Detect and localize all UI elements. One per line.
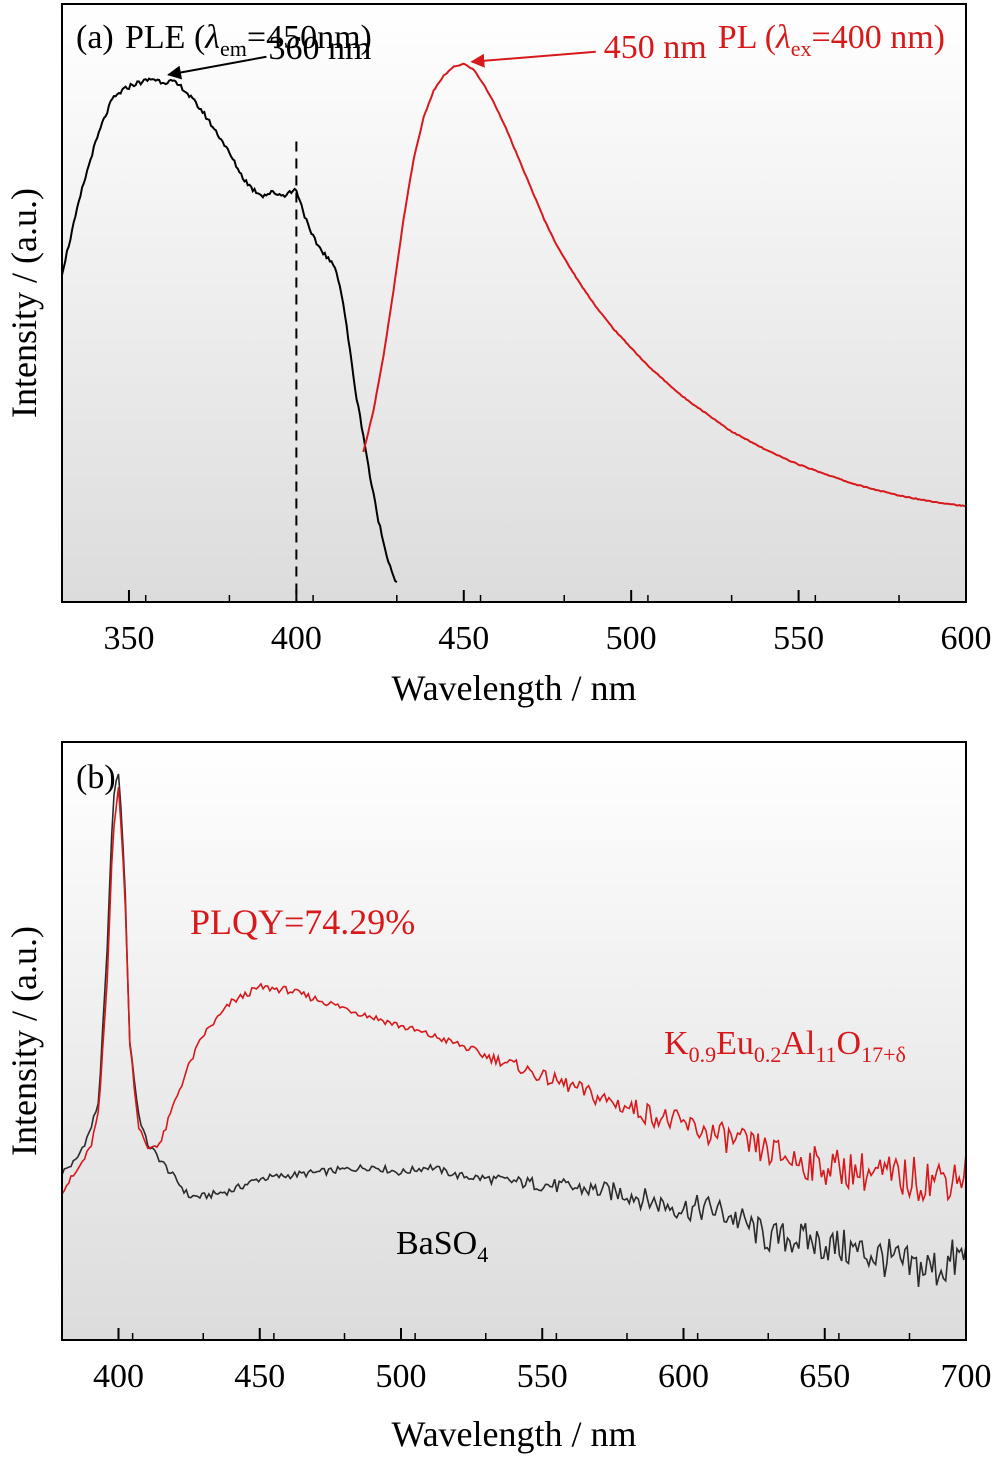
baso4-series-line [62, 773, 966, 1287]
x-tick-label: 550 [517, 1358, 568, 1395]
x-tick-label: 600 [941, 620, 992, 657]
panel-a-x-axis-label: Wavelength / nm [391, 668, 636, 708]
x-tick-label: 700 [941, 1358, 992, 1395]
pl-series-line [362, 62, 966, 508]
sample-series-label: K0.9Eu0.2Al11O17+δ [664, 1025, 906, 1067]
peak-label-450: 450 nm [604, 29, 707, 66]
panel-b-frame [61, 741, 967, 1341]
x-tick-label: 450 [438, 620, 489, 657]
panel-b-background [62, 742, 966, 1340]
x-tick-label: 550 [773, 620, 824, 657]
panel-a-x-ticks: 350 400 450 500 550 600 [61, 590, 992, 657]
panel-b-label: (b) [76, 759, 116, 796]
panel-a-frame [61, 3, 967, 603]
pl-series-label: PL (λex=400 nm) [718, 19, 945, 61]
x-tick-label: 650 [799, 1358, 850, 1395]
panel-a-plot-area [62, 62, 966, 602]
x-tick-label: 400 [271, 620, 322, 657]
panel-b-x-axis-label: Wavelength / nm [391, 1414, 636, 1454]
peak-arrow-360 [167, 55, 267, 80]
panel-a: 350 400 450 500 550 600 (a) PLE (λem=450nm) P… [4, 3, 992, 708]
ple-series-label: PLE (λem=450nm) [125, 19, 372, 61]
sample-series-line [62, 787, 966, 1203]
panel-b-plot-area [62, 773, 966, 1287]
panel-a-label: (a) [76, 19, 114, 56]
x-tick-label: 600 [658, 1358, 709, 1395]
x-tick-label: 350 [103, 620, 154, 657]
panel-a-y-axis-label: Intensity / (a.u.) [4, 188, 44, 418]
x-tick-label: 400 [93, 1358, 144, 1395]
panel-b: 400 450 500 550 600 650 700 (b) PLQY=74.29% K0… [4, 741, 992, 1454]
x-tick-label: 450 [234, 1358, 285, 1395]
peak-label-360: 360 nm [268, 30, 371, 67]
peak-arrow-450 [470, 50, 596, 68]
panel-b-y-axis-label: Intensity / (a.u.) [4, 926, 44, 1156]
baso4-series-label: BaSO4 [396, 1225, 488, 1267]
panel-a-background [62, 4, 966, 602]
ple-series-line [62, 77, 398, 584]
x-tick-label: 500 [606, 620, 657, 657]
plqy-annotation: PLQY=74.29% [190, 902, 415, 942]
panel-b-x-ticks: 400 450 500 550 600 650 700 [61, 1328, 992, 1395]
x-tick-label: 500 [376, 1358, 427, 1395]
